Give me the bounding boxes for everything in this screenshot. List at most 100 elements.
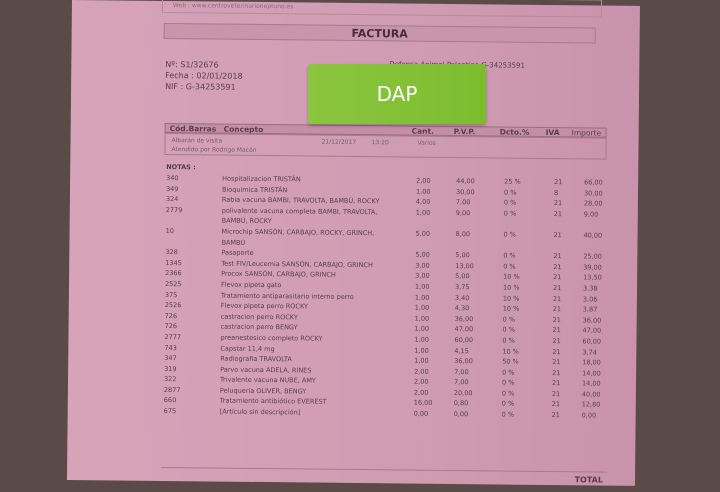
item-discount: 10 % [502, 304, 520, 313]
item-code: 319 [164, 364, 177, 373]
item-code: 324 [165, 195, 179, 204]
albaran-type: Varios [417, 139, 436, 147]
item-vat: 21 [552, 347, 561, 356]
item-amount: 14,00 [582, 369, 601, 378]
item-amount: 3,87 [582, 305, 598, 314]
albaran-date: 21/12/2017 [321, 138, 357, 146]
item-price: 44,00 [456, 177, 475, 186]
item-code: 322 [163, 375, 177, 384]
item-code: 328 [165, 248, 178, 257]
item-code: 2525 [164, 279, 182, 289]
item-concept: Pasaporte [221, 248, 254, 258]
item-discount: 0 % [503, 262, 516, 271]
item-price: 7,00 [453, 378, 469, 387]
item-concept: castracion perro ROCKY [220, 312, 298, 322]
item-qty: 1,00 [414, 303, 430, 312]
item-vat: 21 [553, 252, 562, 261]
item-vat: 21 [551, 379, 561, 388]
item-vat: 21 [552, 315, 562, 324]
item-price: 3,75 [454, 282, 470, 292]
item-price: 20,00 [453, 388, 473, 398]
item-amount: 39,00 [583, 263, 602, 272]
item-price: 47,00 [454, 325, 474, 334]
item-qty: 4,00 [415, 197, 431, 206]
line-items: 340 Hospitalizacion TRISTÁN 2,00 44,00 25 % 2… [164, 174, 617, 422]
notes-label: NOTAS : [166, 162, 196, 172]
item-concept: Flevox pipeta gato [220, 280, 282, 290]
item-qty: 1,00 [415, 208, 431, 217]
item-amount: 3,06 [582, 294, 598, 304]
item-amount: 40,00 [583, 231, 603, 240]
item-code: 10 [165, 226, 174, 236]
item-concept: Peluqueria OLIVER, BENGY [219, 386, 307, 396]
item-vat: 21 [553, 273, 562, 282]
item-vat: 21 [552, 305, 562, 314]
albaran-time: 13:20 [371, 139, 389, 147]
item-concept: polivalente vacuna completa BAMBI, TRAVO… [221, 206, 378, 216]
item-concept: castracion perro BENGY [220, 322, 298, 332]
item-discount: 0 % [501, 410, 515, 419]
item-price: 7,00 [455, 198, 471, 207]
item-qty: 16,00 [413, 399, 433, 408]
item-concept: Rabia vacuna BAMBI, TRAVOLTA, BAMBÚ, ROC… [221, 195, 380, 206]
invoice-meta: Nº: S1/32676 Fecha : 02/01/2018 NIF : G-… [165, 59, 243, 93]
item-qty: 1,00 [414, 346, 429, 355]
item-discount: 0 % [501, 399, 515, 409]
item-amount: 12,80 [581, 400, 601, 410]
item-concept: Tratamiento antibiótico EVEREST [219, 397, 327, 407]
item-discount: 10 % [502, 283, 520, 292]
invoice-nif: NIF : G-34253591 [165, 81, 236, 92]
item-qty: 1,00 [414, 324, 430, 334]
item-code: 375 [164, 290, 178, 299]
item-discount: 0 % [503, 209, 517, 218]
item-qty: 2,00 [413, 377, 429, 387]
item-price: 36,00 [454, 357, 473, 366]
item-concept: Test FIV/Leucemia SANSÓN, CARBAJO, GRINC… [221, 259, 373, 269]
item-concept: Radiografia TRAVOLTA [220, 354, 292, 364]
invoice-date: Fecha : 02/01/2018 [165, 70, 243, 81]
item-code: 726 [164, 322, 178, 331]
item-code: 347 [164, 354, 177, 363]
col-qty: Cant. [411, 126, 435, 136]
item-amount: 13,50 [583, 273, 602, 282]
item-concept: [Artículo sin descripción] [219, 407, 301, 417]
item-qty: 2,00 [414, 367, 429, 376]
item-price: 36,00 [454, 314, 474, 323]
item-concept: Parvo vacuna ADELA, RINES [220, 365, 312, 375]
item-amount: 30,00 [583, 188, 603, 198]
item-price: 13,00 [455, 261, 474, 270]
item-concept: Tratamiento antiparasitario interno perr… [220, 291, 354, 301]
item-qty: 1,00 [414, 314, 430, 323]
item-vat: 21 [553, 231, 562, 240]
dap-sticker: DAP [308, 64, 486, 124]
item-amount: 14,00 [581, 379, 601, 388]
item-discount: 0 % [501, 389, 515, 398]
item-price: 5,00 [455, 272, 470, 281]
item-vat: 8 [553, 188, 559, 197]
item-qty: 1,00 [414, 356, 429, 365]
item-amount: 0,00 [581, 411, 597, 420]
item-discount: 0 % [502, 325, 516, 334]
item-vat: 21 [551, 411, 561, 420]
item-discount: 10 % [503, 272, 520, 282]
item-amount: 18,00 [582, 358, 601, 367]
item-concept: Procox SANSÓN, CARBAJO, GRINCH [221, 269, 336, 280]
item-price: 3,40 [454, 293, 470, 302]
item-amount: 36,00 [582, 316, 602, 325]
item-qty: 3,00 [415, 261, 430, 270]
item-price: 7,00 [454, 367, 469, 376]
item-concept: BAMBÚ, ROCKY [221, 216, 272, 226]
item-qty: 3,00 [415, 271, 430, 281]
item-price: 9,00 [455, 208, 471, 217]
item-price: 4,30 [454, 304, 470, 313]
item-concept: Trivalente vacuna NUBE, AMY [219, 375, 316, 385]
item-code: 726 [164, 311, 178, 320]
item-discount: 0 % [503, 198, 517, 207]
albaran-box: Albarán de visita 21/12/2017 13:20 Vario… [164, 132, 607, 160]
item-price: 60,00 [454, 335, 474, 345]
item-vat: 21 [553, 209, 563, 218]
col-amount: Importe [571, 128, 602, 138]
col-concept: Concepto [223, 124, 264, 135]
invoice-title: FACTURA [163, 22, 596, 44]
item-code: 349 [165, 184, 179, 193]
